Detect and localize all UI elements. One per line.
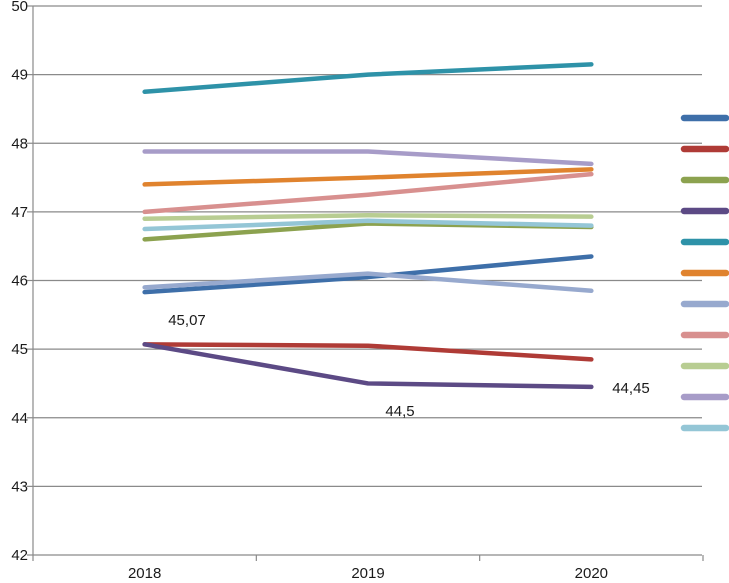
line-series-teal <box>142 62 594 95</box>
y-axis-tick-label: 50 <box>11 0 28 15</box>
y-axis-tick-label: 46 <box>11 273 28 290</box>
x-axis-tick-label: 2018 <box>128 565 161 582</box>
data-label: 44,5 <box>385 403 414 420</box>
y-axis-tick-label: 45 <box>11 341 28 358</box>
line-series-red <box>142 342 594 362</box>
data-label: 45,07 <box>168 312 206 329</box>
y-axis-tick-label: 44 <box>11 410 28 427</box>
line-series-pink <box>142 171 594 215</box>
x-axis-tick-label: 2019 <box>351 565 384 582</box>
y-axis-tick-label: 43 <box>11 478 28 495</box>
line-series-orange <box>142 167 594 187</box>
y-axis-tick-label: 42 <box>11 547 28 564</box>
x-axis-tick-label: 2020 <box>575 565 608 582</box>
y-axis-tick-label: 48 <box>11 135 28 152</box>
line-series-purple <box>142 342 594 390</box>
data-label: 44,45 <box>612 380 650 397</box>
y-axis-tick-label: 47 <box>11 204 28 221</box>
line-series-lavender <box>142 149 594 167</box>
line-series-blue <box>142 254 594 295</box>
line-series-light-green <box>142 213 594 221</box>
line-series-steel-blue <box>142 271 594 294</box>
line-series-sky-blue <box>142 218 594 232</box>
y-axis-tick-label: 49 <box>11 67 28 84</box>
